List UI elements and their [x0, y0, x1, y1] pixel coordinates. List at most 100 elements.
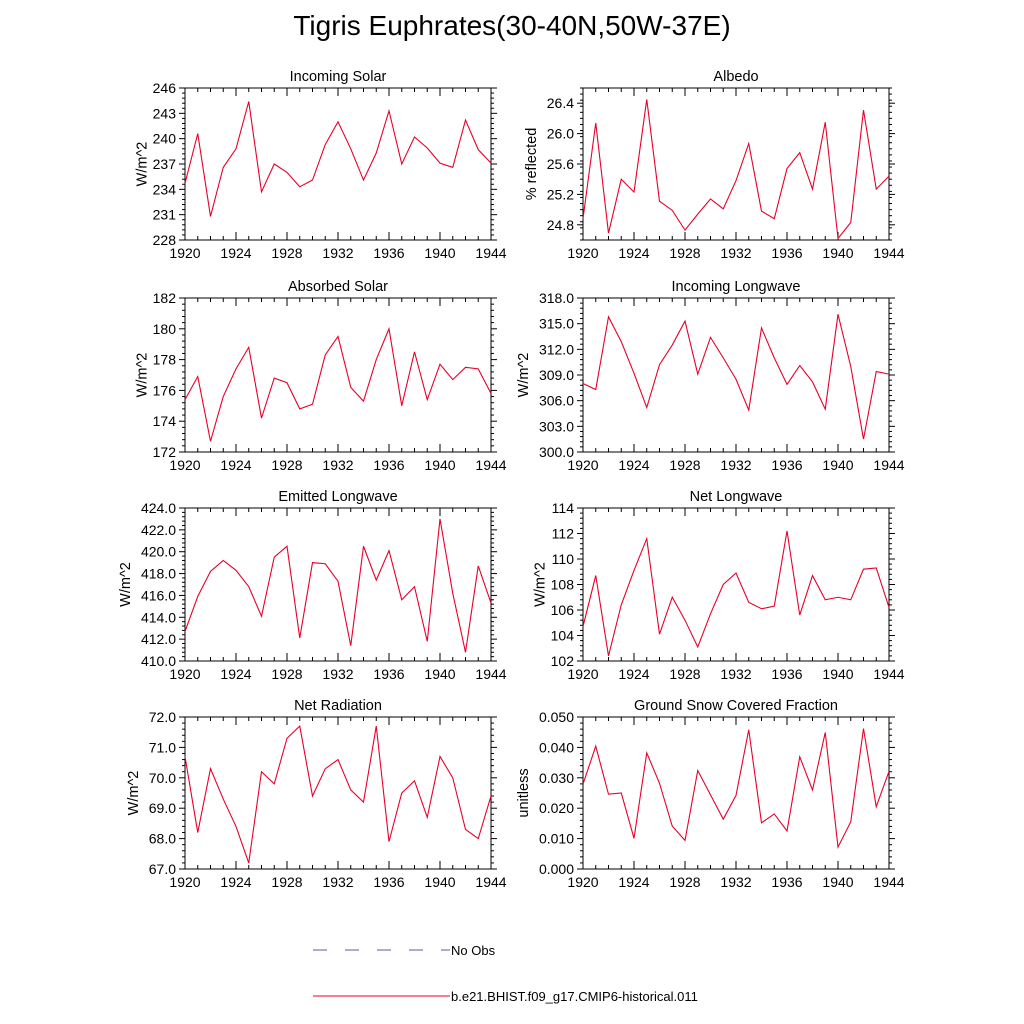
x-tick-label: 1936: [373, 457, 404, 473]
x-tick-label: 1944: [873, 457, 904, 473]
y-tick-label: 228: [153, 232, 177, 248]
x-tick-label: 1944: [475, 874, 506, 890]
x-tick-label: 1924: [220, 457, 251, 473]
x-tick-label: 1936: [771, 666, 802, 682]
panel-title: Incoming Longwave: [672, 279, 801, 295]
x-tick-label: 1924: [220, 874, 251, 890]
x-tick-label: 1924: [618, 245, 649, 261]
panel-title: Absorbed Solar: [288, 279, 388, 295]
x-tick-label: 1944: [873, 874, 904, 890]
x-tick-label: 1940: [424, 666, 455, 682]
y-tick-label: 25.6: [547, 156, 574, 172]
panel-7: 1920 1924 1928 1932 1936 1940 1944 67.0 68.0 69.0…: [126, 698, 507, 890]
plot-frame: [582, 297, 890, 453]
x-tick-label: 1944: [475, 666, 506, 682]
y-tick-label: 0.020: [539, 800, 574, 816]
x-tick-label: 1920: [169, 874, 200, 890]
plot-frame: [184, 297, 492, 453]
x-tick-label: 1932: [322, 457, 353, 473]
y-tick-label: 104: [551, 628, 575, 644]
y-tick-label: 300.0: [539, 444, 574, 460]
x-tick-label: 1944: [475, 245, 506, 261]
y-tick-label: 246: [153, 80, 177, 96]
y-tick-label: 172: [153, 444, 177, 460]
y-tick-label: 240: [153, 131, 177, 147]
y-tick-label: 0.040: [539, 739, 574, 755]
y-tick-label: 174: [153, 413, 177, 429]
x-tick-label: 1940: [822, 666, 853, 682]
y-tick-label: 71.0: [149, 739, 176, 755]
y-tick-label: 182: [153, 290, 177, 306]
y-tick-label: 416.0: [141, 587, 176, 603]
y-tick-label: 418.0: [141, 566, 176, 582]
y-tick-label: 110: [552, 551, 575, 567]
y-tick-label: 180: [153, 321, 177, 337]
x-tick-label: 1924: [220, 666, 251, 682]
x-tick-label: 1940: [424, 874, 455, 890]
page-title: Tigris Euphrates(30-40N,50W-37E): [293, 10, 731, 41]
x-tick-label: 1928: [271, 457, 302, 473]
series-line: [582, 314, 890, 440]
x-tick-label: 1944: [873, 666, 904, 682]
panel-title: Emitted Longwave: [278, 489, 397, 505]
x-tick-label: 1932: [322, 245, 353, 261]
y-axis-label: unitless: [516, 768, 532, 817]
y-tick-label: 176: [153, 382, 177, 398]
y-axis-label: W/m^2: [134, 353, 150, 398]
x-tick-label: 1932: [322, 874, 353, 890]
panel-title: Net Longwave: [690, 489, 783, 505]
panel-6: 1920 1924 1928 1932 1936 1940 1944 102 104 106 108…: [532, 489, 904, 682]
y-tick-label: 303.0: [539, 418, 574, 434]
x-tick-label: 1920: [567, 666, 598, 682]
y-tick-label: 243: [153, 105, 177, 121]
y-tick-label: 106: [551, 602, 575, 618]
panel-5: 1920 1924 1928 1932 1936 1940 1944 410.0 412.0 41…: [118, 489, 507, 682]
y-tick-label: 26.0: [547, 126, 574, 142]
y-tick-label: 420.0: [141, 544, 176, 560]
x-tick-label: 1936: [771, 245, 802, 261]
plot-frame: [582, 87, 890, 241]
y-tick-label: 312.0: [539, 341, 574, 357]
y-axis-label: W/m^2: [516, 353, 532, 398]
y-tick-label: 68.0: [149, 831, 176, 847]
x-tick-label: 1932: [720, 874, 751, 890]
x-tick-label: 1940: [424, 457, 455, 473]
plot-frame: [184, 87, 492, 241]
x-tick-label: 1920: [567, 457, 598, 473]
legend-label-no-obs: No Obs: [451, 943, 496, 958]
x-tick-label: 1924: [618, 457, 649, 473]
x-tick-label: 1944: [475, 457, 506, 473]
y-axis-label: W/m^2: [118, 562, 134, 607]
x-tick-label: 1924: [618, 874, 649, 890]
x-tick-label: 1920: [169, 666, 200, 682]
y-tick-label: 412.0: [141, 631, 176, 647]
y-axis-label: W/m^2: [126, 771, 142, 816]
panel-3: 1920 1924 1928 1932 1936 1940 1944 172 174 176 178…: [134, 279, 506, 473]
series-line: [184, 518, 492, 653]
y-tick-label: 102: [551, 653, 575, 669]
y-tick-label: 67.0: [149, 861, 176, 877]
y-tick-label: 108: [551, 577, 575, 593]
panel-2: 1920 1924 1928 1932 1936 1940 1944 24.8 25.2 25.6…: [524, 69, 905, 261]
x-tick-label: 1928: [669, 666, 700, 682]
y-tick-label: 178: [153, 352, 177, 368]
x-tick-label: 1936: [771, 457, 802, 473]
y-tick-label: 318.0: [539, 290, 574, 306]
y-tick-label: 0.010: [539, 831, 574, 847]
y-tick-label: 237: [153, 156, 177, 172]
series-line: [582, 99, 890, 240]
series-line: [184, 101, 492, 217]
x-tick-label: 1928: [669, 457, 700, 473]
y-tick-label: 424.0: [141, 500, 176, 516]
plot-frame: [184, 507, 492, 662]
legend-label-model: b.e21.BHIST.f09_g17.CMIP6-historical.011: [451, 989, 698, 1004]
x-tick-label: 1940: [822, 874, 853, 890]
panel-title: Ground Snow Covered Fraction: [634, 698, 838, 714]
y-tick-label: 25.2: [547, 186, 574, 202]
panel-title: Incoming Solar: [290, 69, 387, 85]
y-tick-label: 114: [552, 500, 575, 516]
x-tick-label: 1920: [169, 457, 200, 473]
y-tick-label: 422.0: [141, 522, 176, 538]
panel-8: 1920 1924 1928 1932 1936 1940 1944 0.000 0.010 0.…: [516, 698, 905, 890]
panel-title: Albedo: [713, 69, 758, 85]
